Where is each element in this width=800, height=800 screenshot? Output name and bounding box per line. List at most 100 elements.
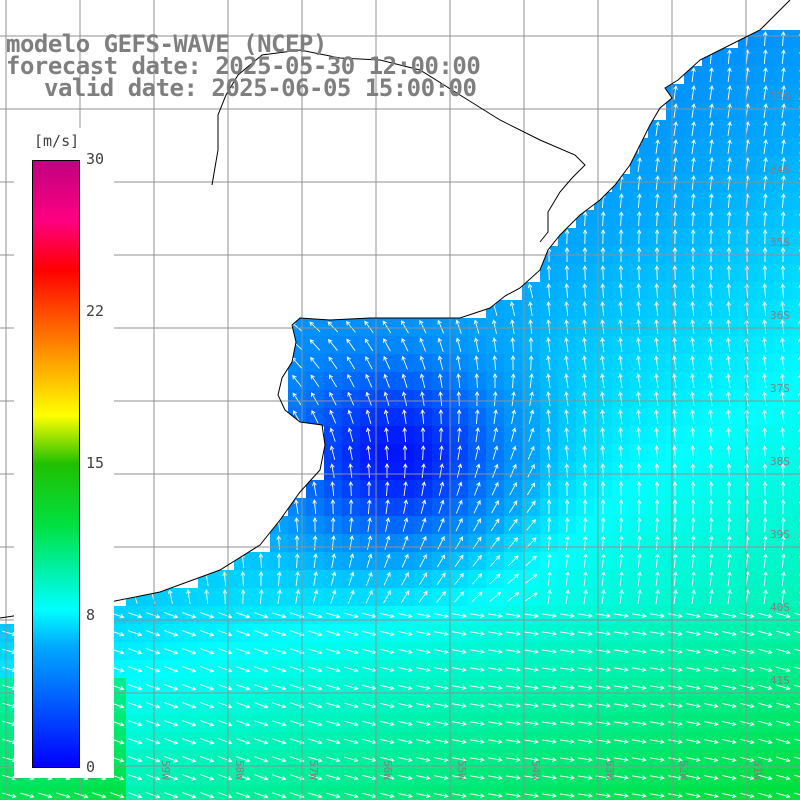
wind-speed-cell — [468, 786, 487, 800]
wind-arrow — [600, 211, 606, 227]
wind-arrow — [740, 612, 755, 619]
wind-arrow — [488, 667, 503, 672]
wind-arrow — [709, 85, 714, 100]
wind-arrow — [722, 684, 737, 691]
lat-label: 34S — [770, 163, 790, 176]
wind-arrow — [762, 265, 768, 281]
wind-arrow — [542, 793, 557, 798]
wind-arrow — [506, 793, 521, 798]
wind-arrow — [402, 517, 409, 532]
wind-arrow — [164, 702, 179, 709]
wind-arrow — [564, 373, 569, 388]
wind-arrow — [564, 535, 570, 551]
wind-arrow — [313, 571, 318, 586]
wind-arrow — [618, 535, 624, 551]
wind-arrow — [474, 463, 481, 478]
wind-arrow — [146, 612, 161, 619]
wind-arrow — [200, 630, 215, 637]
wind-arrow — [726, 463, 732, 479]
wind-arrow — [650, 703, 665, 708]
wind-arrow — [618, 229, 624, 245]
wind-arrow — [600, 481, 606, 497]
wind-arrow — [506, 775, 521, 780]
wind-arrow — [506, 667, 521, 672]
wind-arrow — [704, 667, 719, 673]
wind-arrow — [527, 445, 535, 460]
wind-arrow — [690, 211, 696, 227]
wind-arrow — [236, 792, 251, 799]
wind-arrow — [510, 337, 515, 353]
wind-arrow — [560, 631, 575, 636]
wind-arrow — [601, 553, 606, 569]
wind-arrow — [776, 648, 791, 655]
wind-arrow — [452, 613, 467, 618]
wind-arrow — [416, 613, 431, 619]
wind-arrow — [200, 720, 215, 727]
wind-arrow — [416, 703, 431, 709]
wind-arrow — [708, 535, 714, 551]
wind-speed-cell — [432, 786, 451, 800]
wind-arrow — [614, 685, 629, 690]
wind-arrow — [308, 630, 323, 637]
wind-arrow — [436, 590, 447, 603]
wind-arrow — [455, 499, 463, 514]
wind-arrow — [347, 427, 354, 442]
wind-arrow — [380, 720, 395, 727]
wind-arrow — [762, 337, 767, 352]
wind-arrow — [709, 139, 714, 154]
wind-arrow — [686, 649, 701, 655]
wind-arrow — [727, 85, 732, 100]
wind-arrow — [398, 720, 413, 727]
wind-speed-cell — [792, 678, 800, 697]
wind-arrow — [708, 211, 714, 227]
wind-arrow — [672, 517, 678, 533]
wind-arrow — [182, 630, 197, 637]
wind-arrow — [200, 702, 215, 709]
wind-arrow — [418, 572, 428, 586]
wind-arrow — [524, 757, 539, 762]
wind-arrow — [510, 427, 517, 442]
wind-arrow — [686, 739, 701, 745]
wind-arrow — [439, 463, 444, 478]
wind-arrow — [564, 265, 570, 281]
wind-arrow — [727, 175, 732, 191]
wind-arrow — [600, 535, 606, 551]
wind-arrow — [259, 589, 264, 605]
wind-arrow — [673, 103, 678, 118]
wind-arrow — [654, 301, 659, 317]
wind-arrow — [776, 774, 791, 781]
wind-arrow — [578, 613, 593, 618]
wind-arrow — [636, 283, 642, 299]
wind-arrow — [600, 517, 606, 533]
wind-arrow — [636, 481, 642, 497]
wind-arrow — [758, 738, 773, 745]
wind-arrow — [542, 703, 557, 708]
wind-arrow — [507, 592, 520, 602]
wind-arrow — [507, 573, 519, 584]
wind-arrow — [528, 337, 534, 353]
wind-arrow — [762, 409, 767, 424]
wind-arrow — [673, 85, 678, 100]
wind-arrow — [416, 631, 431, 637]
wind-arrow — [326, 720, 341, 727]
wind-arrow — [582, 391, 587, 406]
wind-arrow — [740, 648, 755, 655]
wind-arrow — [438, 373, 443, 388]
wind-arrow — [708, 319, 713, 335]
wind-arrow — [618, 409, 623, 424]
wind-arrow — [312, 499, 317, 515]
colorbar-unit: [m/s] — [34, 132, 80, 150]
wind-arrow — [686, 775, 701, 781]
wind-arrow — [780, 211, 786, 227]
wind-arrow — [740, 684, 755, 691]
wind-arrow — [762, 463, 768, 479]
wind-arrow — [348, 445, 353, 460]
wind-arrow — [582, 409, 587, 424]
wind-arrow — [655, 193, 660, 209]
wind-arrow — [672, 445, 677, 461]
wind-arrow — [758, 684, 773, 691]
wind-arrow — [493, 409, 498, 424]
wind-arrow — [509, 482, 517, 496]
wind-arrow — [200, 666, 215, 673]
wind-arrow — [492, 445, 499, 460]
